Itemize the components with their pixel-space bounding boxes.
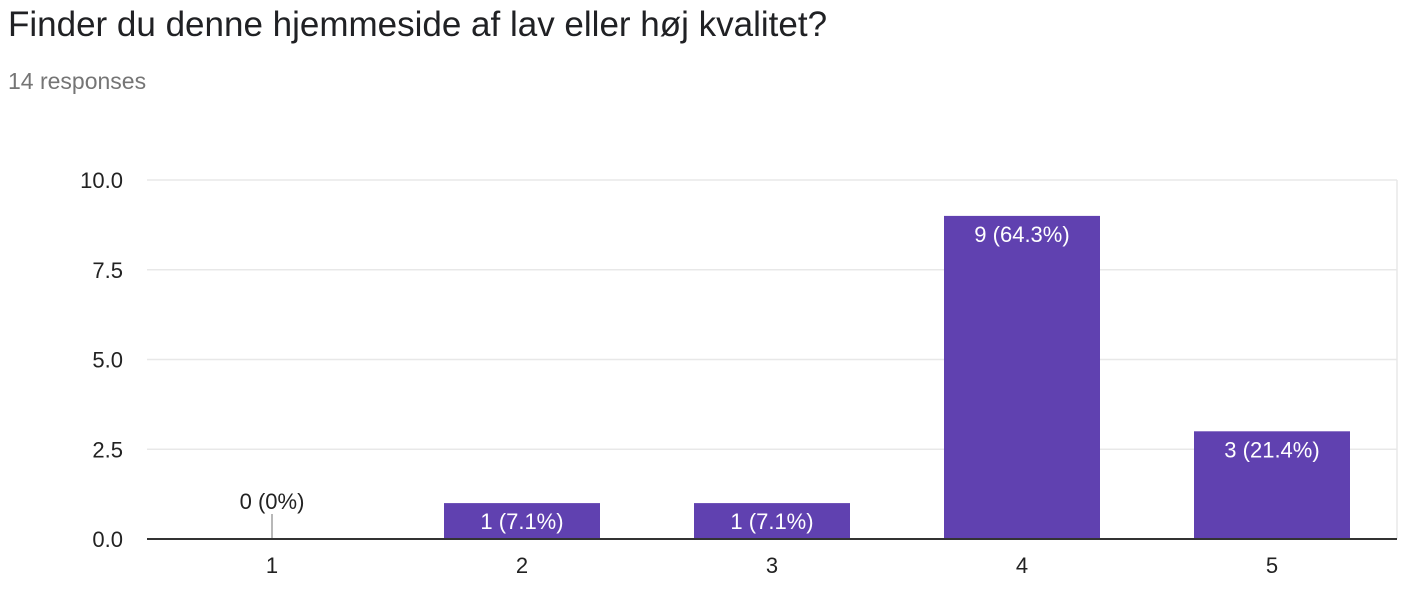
- y-tick-label: 5.0: [92, 348, 123, 373]
- x-tick-label: 3: [766, 553, 778, 578]
- bar-data-label: 0 (0%): [240, 489, 305, 514]
- bar-3: [694, 503, 850, 539]
- y-tick-label: 2.5: [92, 437, 123, 462]
- bar-4: [944, 215, 1100, 539]
- bar-data-label: 1 (7.1%): [480, 509, 563, 534]
- bar-2: [444, 503, 600, 539]
- y-axis-ticks: 0.0 2.5 5.0 7.5 10.0: [80, 168, 123, 552]
- x-tick-label: 4: [1016, 553, 1028, 578]
- bar-5: [1194, 431, 1350, 539]
- y-tick-label: 10.0: [80, 168, 123, 193]
- x-tick-label: 5: [1266, 553, 1278, 578]
- page-title: Finder du denne hjemmeside af lav eller …: [8, 5, 828, 44]
- x-tick-label: 2: [516, 553, 528, 578]
- bars: 0 (0%) 1 (7.1%) 1 (7.1%) 9 (64.3%) 3 (21.4%): [240, 215, 1350, 539]
- y-tick-label: 0.0: [92, 527, 123, 552]
- bar-data-label: 9 (64.3%): [974, 222, 1069, 247]
- y-tick-label: 7.5: [92, 258, 123, 283]
- response-count: 14 responses: [8, 68, 147, 94]
- grid-lines: [147, 179, 1398, 539]
- bar-data-label: 3 (21.4%): [1224, 437, 1319, 462]
- bar-data-label: 1 (7.1%): [730, 509, 813, 534]
- x-axis-ticks: 1 2 3 4 5: [266, 553, 1278, 578]
- x-tick-label: 1: [266, 553, 278, 578]
